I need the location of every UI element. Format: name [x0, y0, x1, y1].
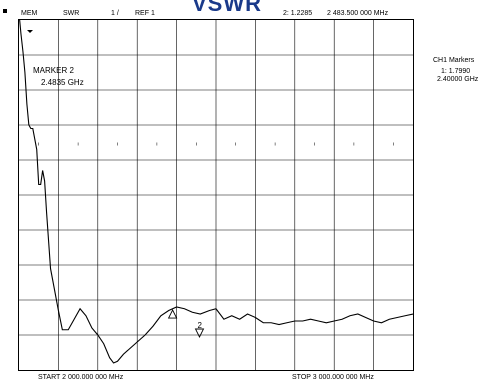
title-bar: VSWR — [0, 0, 488, 16]
stop-frequency: STOP 3 000.000 000 MHz — [292, 374, 374, 381]
marker-2-label: 2 — [197, 321, 202, 330]
trace-graph[interactable]: 2 MARKER 2 2.4835 GHz — [18, 19, 414, 371]
scale-label: 1 / — [111, 10, 119, 17]
side-panel-title: CH1 Markers — [433, 57, 475, 64]
marker-2-triangle — [194, 328, 205, 339]
side-marker1-value: 1: 1.7990 — [441, 68, 471, 75]
format-label: SWR — [63, 10, 80, 17]
side-marker1-frequency: 2.40000 GHz — [437, 76, 479, 83]
reference-label: REF 1 — [135, 10, 155, 17]
active-marker-value: 2: 1.2285 — [283, 10, 313, 17]
page-title: VSWR — [192, 0, 262, 16]
marker-box-frequency: 2.4835 GHz — [41, 78, 84, 87]
reference-arrow-icon — [27, 30, 33, 33]
plot-area: 2 — [19, 20, 413, 370]
trace-line — [19, 20, 413, 364]
start-frequency: START 2 000.000 000 MHz — [38, 374, 124, 381]
marker-1-triangle — [167, 309, 178, 319]
marker-box-label: MARKER 2 — [33, 66, 74, 75]
mem-indicator: MEM — [21, 10, 38, 17]
window-corner-icon — [3, 9, 7, 13]
active-marker-frequency: 2 483.500 000 MHz — [327, 10, 389, 17]
